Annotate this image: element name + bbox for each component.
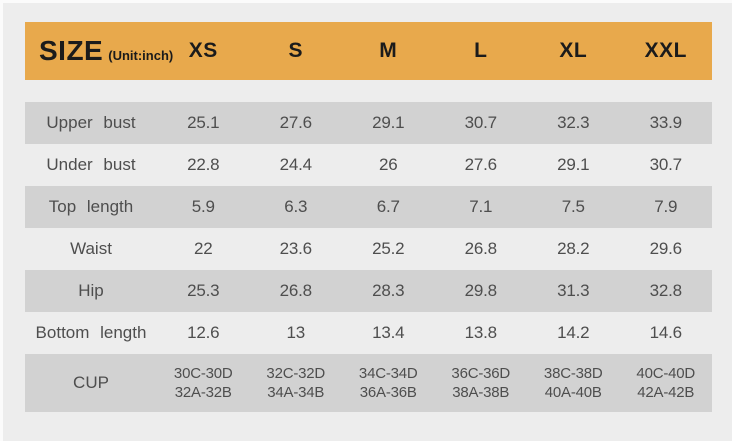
cell-value: 13.4 xyxy=(372,323,405,342)
row-label: CUP xyxy=(73,373,109,392)
cell-value: 12.6 xyxy=(187,323,220,342)
cell-value: 38C-38D 40A-40B xyxy=(543,365,603,401)
cell-value: 29.6 xyxy=(649,239,682,258)
size-table-header: SIZE (Unit:inch) XS S M L XL XXL xyxy=(25,22,712,80)
cell-value: 6.7 xyxy=(376,197,400,216)
table-row: Hip 25.3 26.8 28.3 29.8 31.3 32.8 xyxy=(25,270,712,312)
cell-value: 25.1 xyxy=(187,113,220,132)
cell-value: 26.8 xyxy=(464,239,497,258)
cell-value: 29.1 xyxy=(372,113,405,132)
table-row: Under bust 22.8 24.4 26 27.6 29.1 30.7 xyxy=(25,144,712,186)
cell-value: 28.3 xyxy=(372,281,405,300)
size-unit-label: (Unit:inch) xyxy=(108,48,174,63)
cell-value: 5.9 xyxy=(191,197,215,216)
row-label: Waist xyxy=(70,239,112,258)
cell-value: 26 xyxy=(378,155,398,174)
cell-value: 32C-32D 34A-34B xyxy=(266,365,326,401)
table-row: Waist 22 23.6 25.2 26.8 28.2 29.6 xyxy=(25,228,712,270)
table-row: Bottom length 12.6 13 13.4 13.8 14.2 14.6 xyxy=(25,312,712,354)
column-header-l: L xyxy=(474,39,488,62)
cell-value: 29.8 xyxy=(464,281,497,300)
cell-value: 25.2 xyxy=(372,239,405,258)
row-label: Upper bust xyxy=(46,113,136,132)
cell-value: 27.6 xyxy=(279,113,312,132)
cell-value: 36C-36D 38A-38B xyxy=(451,365,511,401)
cell-value: 25.3 xyxy=(187,281,220,300)
column-header-xl: XL xyxy=(559,39,588,62)
cell-value: 30C-30D 32A-32B xyxy=(173,365,233,401)
cell-value: 40C-40D 42A-42B xyxy=(636,365,696,401)
cell-value: 22 xyxy=(193,239,213,258)
size-table: SIZE (Unit:inch) XS S M L XL XXL Upper bust 25… xyxy=(25,22,712,412)
column-header-s: S xyxy=(288,39,303,62)
cell-value: 26.8 xyxy=(279,281,312,300)
size-title: SIZE xyxy=(39,35,104,66)
cell-value: 30.7 xyxy=(649,155,682,174)
row-label: Top length xyxy=(48,197,134,216)
column-header-m: M xyxy=(379,39,398,62)
cell-value: 30.7 xyxy=(464,113,497,132)
cell-value: 6.3 xyxy=(284,197,308,216)
column-header-xs: XS xyxy=(188,39,218,62)
cell-value: 27.6 xyxy=(464,155,497,174)
table-row: Top length 5.9 6.3 6.7 7.1 7.5 7.9 xyxy=(25,186,712,228)
row-label: Bottom length xyxy=(35,323,147,342)
table-row: Upper bust 25.1 27.6 29.1 30.7 32.3 33.9 xyxy=(25,102,712,144)
row-label: Under bust xyxy=(46,155,136,174)
cell-value: 7.5 xyxy=(561,197,585,216)
cell-value: 34C-34D 36A-36B xyxy=(358,365,418,401)
cell-value: 14.6 xyxy=(649,323,682,342)
cell-value: 14.2 xyxy=(557,323,590,342)
row-label: Hip xyxy=(78,281,104,300)
cell-value: 28.2 xyxy=(557,239,590,258)
header-gap xyxy=(25,80,712,102)
size-title-cell: SIZE (Unit:inch) xyxy=(25,35,173,67)
size-table-body: Upper bust 25.1 27.6 29.1 30.7 32.3 33.9 Under … xyxy=(25,102,712,412)
cell-value: 29.1 xyxy=(557,155,590,174)
cell-value: 32.8 xyxy=(649,281,682,300)
cell-value: 23.6 xyxy=(279,239,312,258)
cell-value: 7.9 xyxy=(654,197,678,216)
cell-value: 32.3 xyxy=(557,113,590,132)
cell-value: 24.4 xyxy=(279,155,312,174)
cell-value: 33.9 xyxy=(649,113,682,132)
cell-value: 7.1 xyxy=(469,197,493,216)
column-header-xxl: XXL xyxy=(644,39,687,62)
cell-value: 13.8 xyxy=(464,323,497,342)
table-row: CUP 30C-30D 32A-32B 32C-32D 34A-34B 34C-34D 36… xyxy=(25,354,712,412)
cell-value: 31.3 xyxy=(557,281,590,300)
cell-value: 22.8 xyxy=(187,155,220,174)
cell-value: 13 xyxy=(286,323,305,342)
